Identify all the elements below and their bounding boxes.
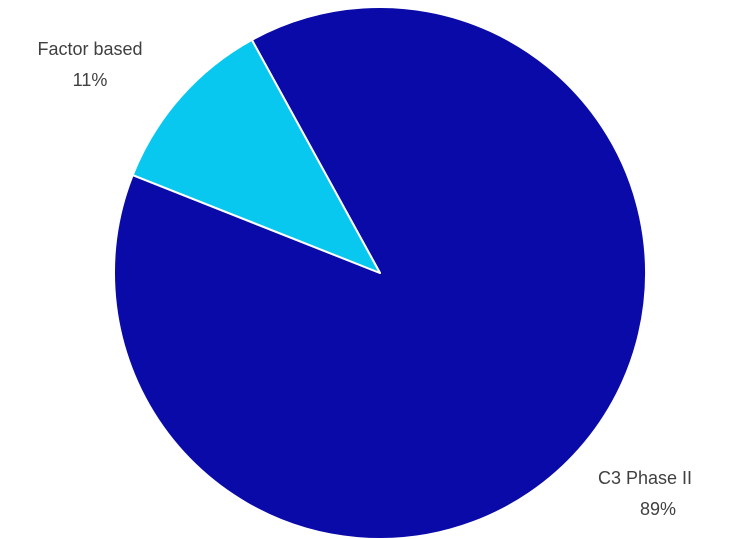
pie-slices [113,6,647,539]
pie-slice-factor-based [131,38,381,274]
label-c3-phase-ii-name: C3 Phase II [598,468,692,488]
label-factor-based-value: 11% [73,70,108,90]
label-factor-based-name: Factor based [37,39,142,59]
label-c3-phase-ii-value: 89% [640,499,676,519]
pie-labels: Factor based 11% C3 Phase II 89% [37,39,692,519]
